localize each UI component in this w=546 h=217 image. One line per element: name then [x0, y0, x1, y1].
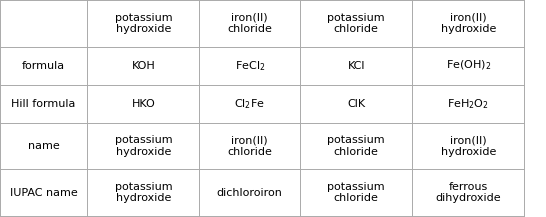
Text: ClK: ClK	[347, 99, 365, 109]
Text: IUPAC name: IUPAC name	[10, 187, 78, 198]
Text: iron(II)
chloride: iron(II) chloride	[227, 135, 272, 157]
Text: KOH: KOH	[132, 61, 155, 71]
Text: potassium
chloride: potassium chloride	[328, 182, 385, 203]
Text: potassium
hydroxide: potassium hydroxide	[115, 135, 172, 157]
Text: FeCl$_{2}$: FeCl$_{2}$	[235, 59, 265, 72]
Text: iron(II)
hydroxide: iron(II) hydroxide	[441, 135, 496, 157]
Text: Cl$_{2}$Fe: Cl$_{2}$Fe	[234, 97, 265, 110]
Text: iron(II)
chloride: iron(II) chloride	[227, 13, 272, 34]
Text: formula: formula	[22, 61, 65, 71]
Text: ferrous
dihydroxide: ferrous dihydroxide	[435, 182, 501, 203]
Text: HKO: HKO	[132, 99, 155, 109]
Text: Hill formula: Hill formula	[11, 99, 76, 109]
Text: potassium
hydroxide: potassium hydroxide	[115, 13, 172, 34]
Text: Fe(OH)$_{2}$: Fe(OH)$_{2}$	[446, 59, 491, 72]
Text: FeH$_{2}$O$_{2}$: FeH$_{2}$O$_{2}$	[447, 97, 489, 110]
Text: potassium
chloride: potassium chloride	[328, 135, 385, 157]
Text: KCl: KCl	[347, 61, 365, 71]
Text: name: name	[28, 141, 60, 151]
Text: iron(II)
hydroxide: iron(II) hydroxide	[441, 13, 496, 34]
Text: potassium
chloride: potassium chloride	[328, 13, 385, 34]
Text: potassium
hydroxide: potassium hydroxide	[115, 182, 172, 203]
Text: dichloroiron: dichloroiron	[217, 187, 283, 198]
